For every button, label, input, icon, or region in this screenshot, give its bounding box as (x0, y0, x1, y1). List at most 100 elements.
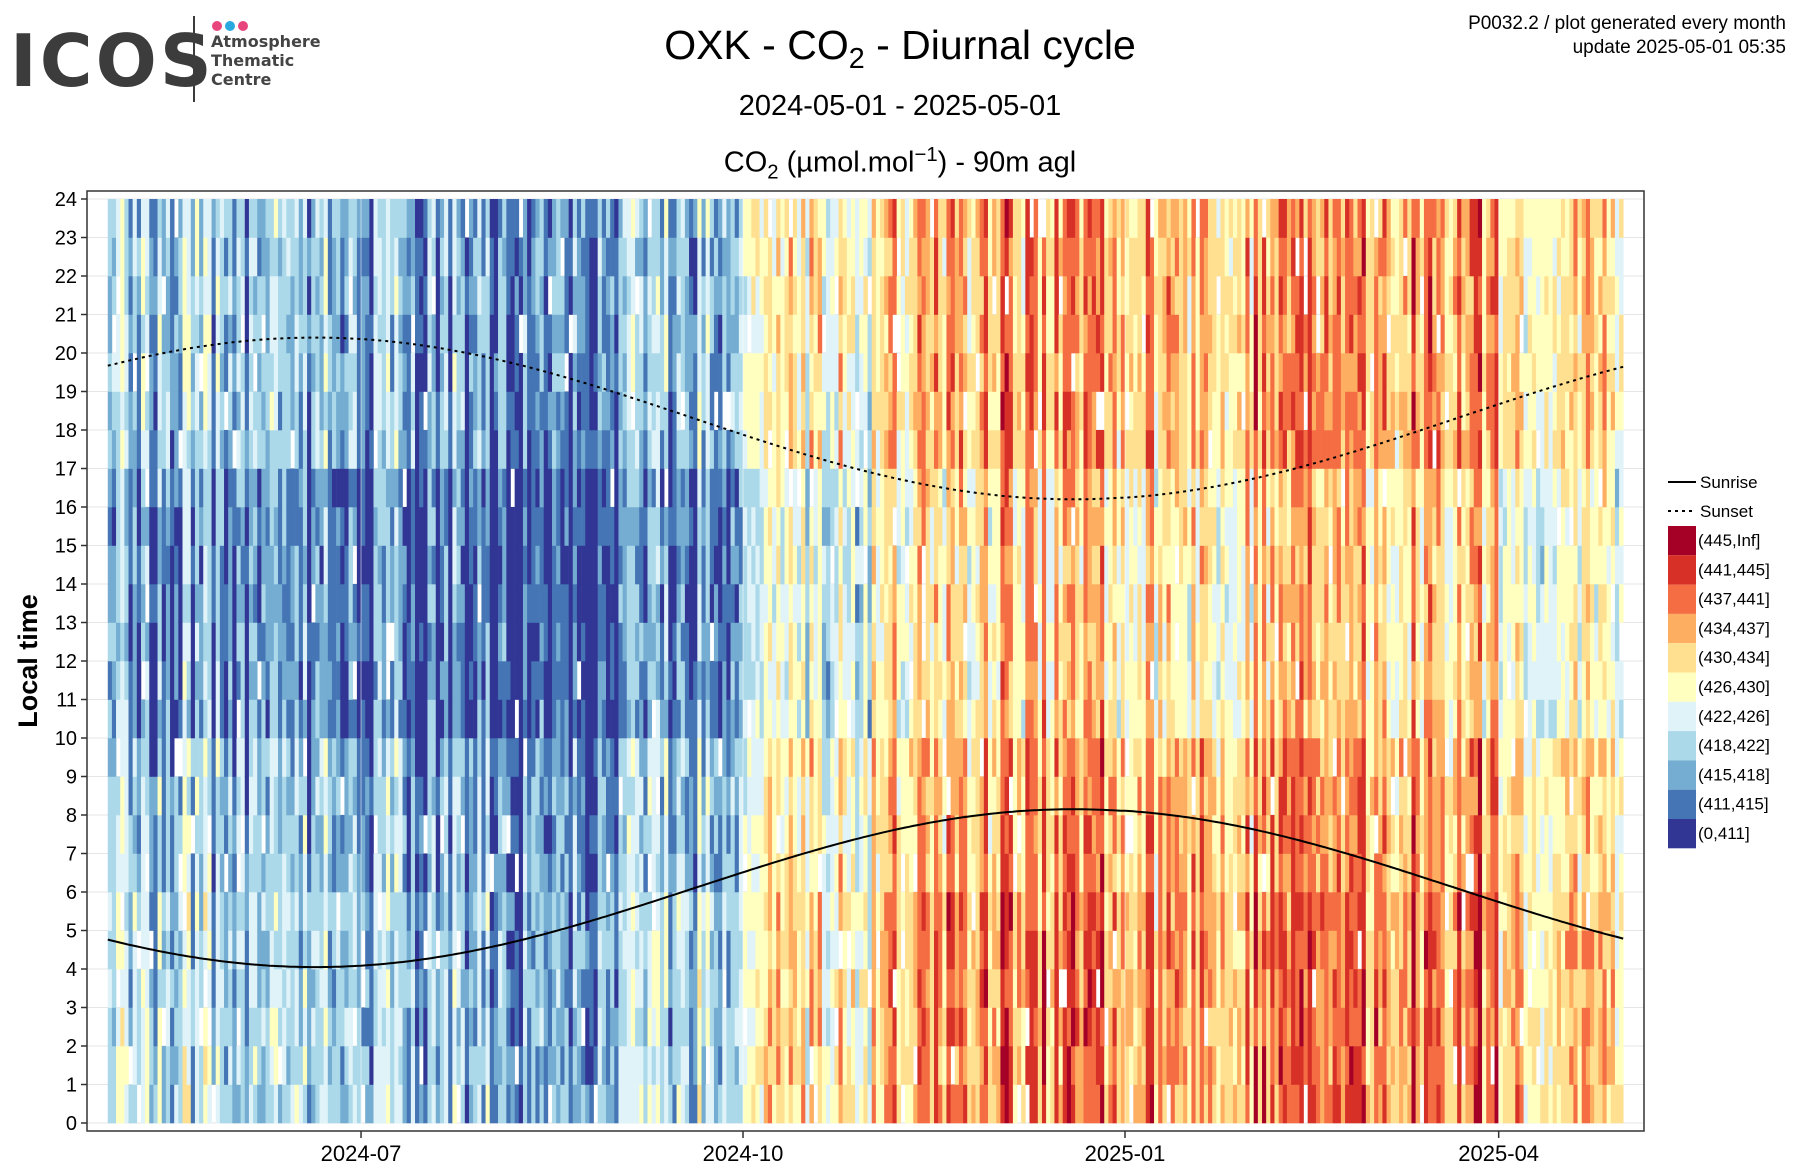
heatmap-cell (331, 815, 337, 854)
heatmap-cell (697, 699, 702, 739)
heatmap-cell (689, 353, 694, 392)
heatmap-cell (348, 1046, 354, 1085)
heatmap-cell (888, 969, 893, 1008)
heatmap-cell (614, 353, 619, 392)
heatmap-cell (871, 353, 877, 392)
heatmap-cell (277, 815, 283, 854)
heatmap-cell (597, 892, 603, 931)
heatmap-cell (502, 430, 507, 469)
heatmap-cell (552, 391, 557, 431)
heatmap-cell (132, 430, 138, 469)
heatmap-cell (780, 1007, 785, 1047)
heatmap-cell (385, 430, 391, 469)
heatmap-cell (784, 314, 789, 354)
heatmap-cell (493, 661, 499, 700)
heatmap-cell (676, 661, 682, 700)
heatmap-cell (257, 430, 262, 469)
heatmap-cell (606, 738, 611, 777)
heatmap-cell (464, 391, 470, 431)
heatmap-cell (705, 738, 711, 777)
heatmap-cell (506, 391, 511, 431)
heatmap-cell (182, 468, 187, 508)
heatmap-cell (759, 237, 765, 277)
heatmap-cell (232, 699, 237, 739)
heatmap-cell (979, 199, 985, 238)
heatmap-cell (701, 430, 706, 469)
heatmap-cell (780, 430, 785, 469)
heatmap-cell (211, 314, 217, 354)
heatmap-cell (128, 276, 133, 315)
heatmap-cell (680, 815, 686, 854)
heatmap-cell (564, 584, 569, 623)
heatmap-cell (751, 815, 756, 854)
heatmap-cell (863, 468, 868, 508)
heatmap-cell (963, 699, 968, 739)
plot-id-text: P0032.2 / plot generated every month (1468, 13, 1786, 34)
heatmap-cell (381, 199, 387, 238)
heatmap-cell (697, 1007, 702, 1047)
heatmap-cell (398, 738, 403, 777)
heatmap-cell (892, 892, 897, 931)
heatmap-cell (489, 930, 495, 970)
heatmap-cell (967, 276, 972, 315)
heatmap-cell (597, 622, 603, 662)
heatmap-cell (439, 507, 445, 546)
heatmap-cell (738, 545, 744, 585)
heatmap-cell (626, 622, 632, 662)
heatmap-cell (772, 353, 777, 392)
heatmap-cell (730, 699, 736, 739)
heatmap-cell (473, 776, 478, 816)
heatmap-cell (518, 892, 524, 931)
heatmap-cell (406, 853, 412, 893)
heatmap-cell (302, 1007, 308, 1047)
heatmap-cell (813, 314, 819, 354)
heatmap-cell (510, 699, 515, 739)
heatmap-cell (435, 892, 441, 931)
heatmap-cell (630, 199, 636, 238)
heatmap-cell (639, 314, 644, 354)
heatmap-cell (568, 1046, 574, 1085)
heatmap-cell (601, 1007, 607, 1047)
heatmap-cell (934, 430, 939, 469)
heatmap-cell (460, 468, 466, 508)
heatmap-cell (298, 584, 304, 623)
heatmap-cell (859, 815, 864, 854)
heatmap-cell (377, 276, 383, 315)
heatmap-cell (257, 1007, 262, 1047)
heatmap-cell (946, 507, 951, 546)
heatmap-cell (581, 237, 586, 277)
heatmap-cell (261, 1084, 266, 1124)
heatmap-cell (174, 622, 179, 662)
heatmap-cell (124, 237, 129, 277)
heatmap-cell (522, 507, 528, 546)
heatmap-cell (784, 1046, 789, 1085)
heatmap-cell (261, 776, 266, 816)
heatmap-cell (817, 391, 823, 431)
heatmap-cell (676, 584, 682, 623)
heatmap-cell (182, 353, 187, 392)
heatmap-cell (693, 699, 698, 739)
heatmap-cell (987, 237, 993, 277)
heatmap-cell (381, 622, 387, 662)
heatmap-cell (722, 584, 727, 623)
heatmap-cell (946, 815, 951, 854)
heatmap-cell (805, 699, 810, 739)
heatmap-cell (751, 892, 756, 931)
heatmap-cell (398, 276, 403, 315)
heatmap-cell (136, 1046, 142, 1085)
heatmap-cell (111, 776, 117, 816)
heatmap-cell (294, 699, 300, 739)
heatmap-cell (659, 699, 665, 739)
heatmap-cell (689, 391, 694, 431)
heatmap-cell (527, 430, 532, 469)
heatmap-cell (842, 353, 848, 392)
heatmap-cell (215, 391, 221, 431)
heatmap-cell (132, 1046, 138, 1085)
heatmap-cell (452, 468, 457, 508)
heatmap-cell (693, 430, 698, 469)
heatmap-cell (269, 738, 275, 777)
heatmap-cell (900, 276, 906, 315)
heatmap-cell (784, 661, 789, 700)
heatmap-cell (718, 507, 723, 546)
heatmap-cell (456, 584, 461, 623)
